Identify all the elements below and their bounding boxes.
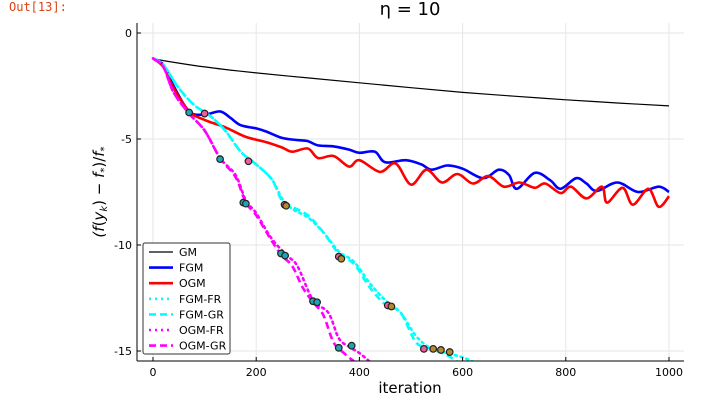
x-tick-label: 600 xyxy=(452,366,473,379)
legend-box xyxy=(142,242,231,355)
restart-marker xyxy=(437,346,445,354)
y-tick-label: 0 xyxy=(125,27,132,40)
legend-label-fgm-fr: FGM-FR xyxy=(179,293,222,306)
series-layer xyxy=(151,57,671,361)
x-axis-title: iteration xyxy=(378,379,441,397)
y-axis-title: (f(yk) − f*)/f* xyxy=(90,146,110,237)
legend-label-ogm: OGM xyxy=(179,277,206,290)
restart-marker xyxy=(281,251,289,260)
legend-label-gm: GM xyxy=(179,246,197,259)
restart-marker xyxy=(347,341,356,350)
marker-layer xyxy=(185,108,454,356)
x-tick-label: 1000 xyxy=(655,366,683,379)
restart-marker xyxy=(241,199,250,208)
series-line-fgm-gr xyxy=(152,57,459,361)
restart-marker xyxy=(200,109,209,118)
legend: GM FGM OGM FGM-FR FGM-GR OGM-FR OGM-GR xyxy=(142,242,231,355)
x-tick-label: 800 xyxy=(555,366,576,379)
series-line-ogm-gr xyxy=(152,57,356,361)
restart-marker xyxy=(244,157,253,166)
legend-label-ogm-fr: OGM-FR xyxy=(179,324,224,337)
y-tick-label: -5 xyxy=(121,133,132,146)
series-line-ogm xyxy=(152,57,671,209)
restart-marker xyxy=(337,254,346,263)
legend-label-fgm: FGM xyxy=(179,262,203,275)
restart-marker xyxy=(429,344,438,353)
x-tick-label: 200 xyxy=(246,366,267,379)
legend-label-fgm-gr: FGM-GR xyxy=(179,308,224,321)
restart-marker xyxy=(216,155,224,164)
x-tick-label: 0 xyxy=(150,366,157,379)
restart-marker xyxy=(334,343,343,352)
cell-output-label: Out[13]: xyxy=(9,0,67,14)
restart-marker xyxy=(387,302,396,311)
legend-label-ogm-gr: OGM-GR xyxy=(179,340,227,353)
x-tick-label: 400 xyxy=(349,366,370,379)
series-line-gm xyxy=(152,57,670,107)
axes: 0 200 400 600 800 1000 0 -5 -10 -15 xyxy=(114,23,684,379)
restart-marker xyxy=(282,201,291,210)
restart-marker xyxy=(313,298,321,307)
y-tick-label: -15 xyxy=(114,345,132,358)
restart-marker xyxy=(185,108,194,117)
restart-marker xyxy=(420,344,428,353)
series-line-fgm xyxy=(152,57,670,194)
chart-title: η = 10 xyxy=(380,0,441,20)
restart-marker xyxy=(445,348,454,356)
y-tick-label: -10 xyxy=(114,239,132,252)
